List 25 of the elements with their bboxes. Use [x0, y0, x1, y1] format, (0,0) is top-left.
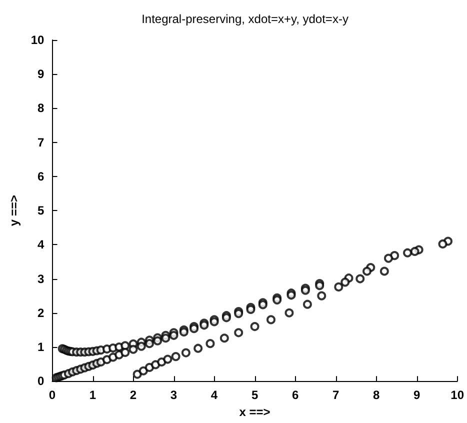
x-tick-label: 6	[292, 388, 299, 402]
y-tick-label: 0	[38, 374, 45, 388]
x-tick-label: 0	[48, 388, 56, 402]
x-tick-label: 1	[89, 388, 96, 402]
y-tick-label: 8	[38, 101, 45, 116]
x-tick-label: 9	[413, 388, 420, 402]
y-tick-label: 7	[38, 135, 45, 150]
y-tick-label: 10	[30, 33, 45, 47]
x-tick-label: 4	[210, 388, 218, 402]
x-tick-label: 8	[372, 388, 380, 402]
x-tick-label: 10	[450, 388, 464, 402]
y-tick-label: 1	[38, 340, 45, 354]
y-tick-label: 2	[38, 306, 45, 320]
chart-title: Integral-preserving, xdot=x+y, ydot=x-y	[142, 12, 348, 26]
x-tick-label: 2	[130, 388, 137, 402]
y-axis-title: y ==>	[7, 195, 21, 226]
x-tick-label: 7	[332, 388, 340, 402]
y-tick-label: 5	[38, 204, 45, 218]
x-tick-label: 5	[251, 388, 258, 402]
x-tick-label: 3	[170, 388, 178, 402]
y-tick-label: 4	[38, 238, 45, 252]
x-axis-title: x ==>	[239, 405, 270, 419]
y-tick-label: 6	[38, 169, 45, 184]
y-tick-label: 9	[38, 67, 45, 82]
y-tick-label: 3	[38, 272, 45, 286]
